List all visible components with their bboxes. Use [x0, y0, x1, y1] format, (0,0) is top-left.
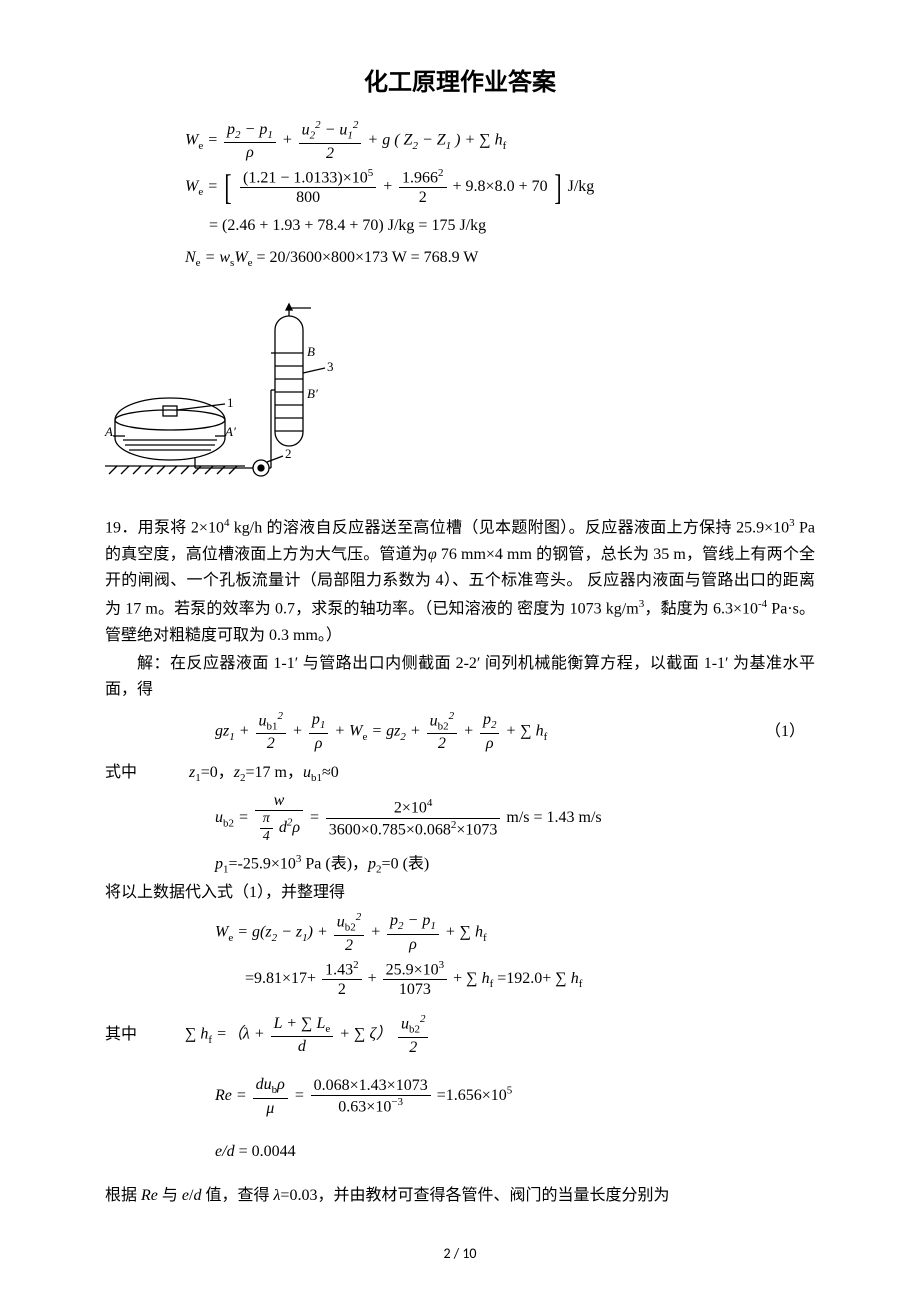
eq-we-expand: We = g(z2 − z1) + ub222 + p2 − p1ρ + ∑ h… — [215, 911, 815, 1000]
eq-we-numeric: We = [ (1.21 − 1.0133)×105800 + 1.96622 … — [185, 167, 815, 274]
svg-text:B: B — [307, 344, 315, 359]
eq-roughness: e/d = 0.0044 — [215, 1138, 815, 1167]
svg-text:A: A — [104, 424, 113, 439]
q19-text: 19．用泵将 2×104 kg/h 的溶液自反应器送至高位槽（见本题附图）。反应… — [105, 514, 815, 649]
eq-ub2: ub2 = w π4 d2ρ = 2×104 3600×0.785×0.0682… — [215, 791, 815, 846]
figure-pump-system: B B′ 3 A A′ 1 — [75, 298, 815, 506]
given-values-1: 式中 z1=0，z2=17 m，ub1≈0 — [105, 760, 815, 787]
page-title: 化工原理作业答案 — [105, 65, 815, 101]
svg-text:B′: B′ — [307, 386, 318, 401]
q19-solution-intro: 解：在反应器液面 1-1′ 与管路出口内侧截面 2-2′ 间列机械能衡算方程，以… — [105, 651, 815, 704]
where-label: 其中 ∑ hf =（λ + L + ∑ Led + ∑ ζ） ub222 — [105, 1013, 815, 1057]
substitute-text: 将以上数据代入式（1），并整理得 — [105, 880, 815, 906]
page-footer: 2 / 10 — [0, 1243, 920, 1264]
lookup-text: 根据 Re 与 e/d 值，查得 λ=0.03，并由教材可查得各管件、阀门的当量… — [105, 1183, 815, 1209]
svg-text:1: 1 — [227, 395, 234, 410]
svg-text:3: 3 — [327, 359, 334, 374]
eq-energy-balance: gz1 + ub122 + p1ρ + We = gz2 + ub222 + p… — [105, 706, 815, 758]
given-values-2: p1=-25.9×103 Pa (表)，p2=0 (表) — [215, 850, 815, 879]
eq-reynolds: Re = dubρμ = 0.068×1.43×10730.63×10−3 =1… — [215, 1075, 815, 1118]
svg-text:A′: A′ — [224, 424, 236, 439]
eq-we-symbolic: We = p2 − p1ρ + u22 − u122 + g ( Z2 − Z1… — [185, 119, 815, 163]
svg-text:2: 2 — [285, 446, 292, 461]
